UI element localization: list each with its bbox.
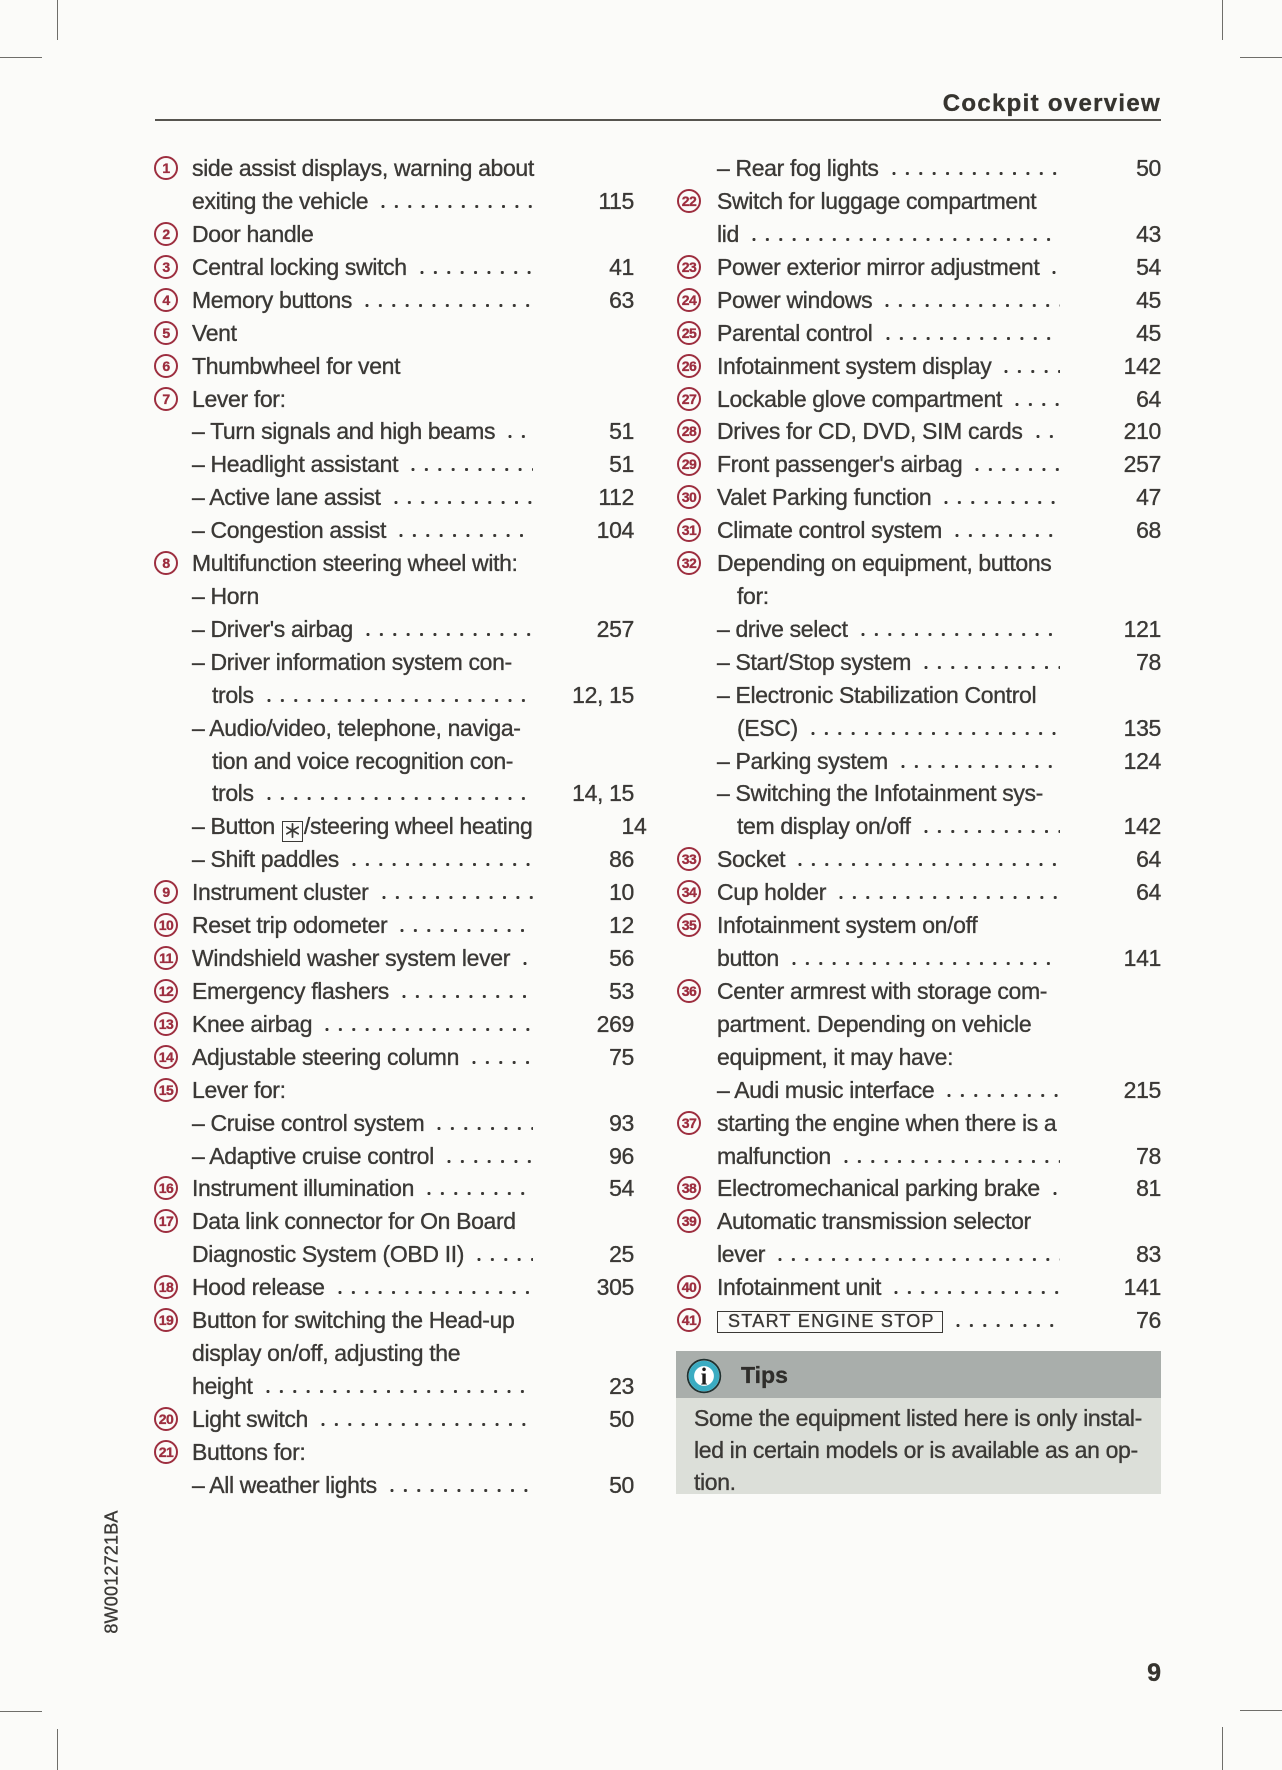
svg-text:i: i xyxy=(701,1365,708,1391)
